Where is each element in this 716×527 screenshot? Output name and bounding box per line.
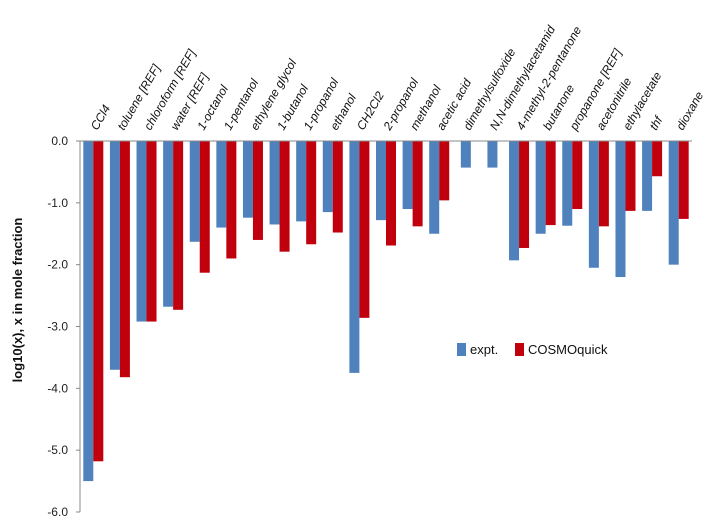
bar-expt-5: [216, 141, 227, 228]
bar-cosmoquick-4: [199, 141, 210, 273]
bar-expt-18: [562, 141, 573, 226]
bar-expt-14: [460, 141, 471, 168]
bar-expt-17: [535, 141, 546, 234]
y-tick-label: 0.0: [51, 134, 68, 148]
bar-cosmoquick-0: [93, 141, 104, 462]
y-tick-label: -2.0: [47, 258, 68, 272]
bar-cosmoquick-3: [173, 141, 184, 310]
bar-expt-21: [642, 141, 653, 211]
bar-expt-8: [296, 141, 307, 222]
bar-expt-9: [322, 141, 333, 213]
bar-cosmoquick-2: [146, 141, 157, 322]
bar-cosmoquick-10: [359, 141, 370, 318]
bar-cosmoquick-7: [279, 141, 290, 252]
bar-expt-3: [163, 141, 174, 307]
bar-cosmoquick-21: [652, 141, 663, 177]
y-tick-label: -5.0: [47, 443, 68, 457]
bar-expt-4: [189, 141, 200, 242]
bar-cosmoquick-8: [306, 141, 317, 245]
bar-expt-6: [242, 141, 253, 218]
bar-expt-7: [269, 141, 280, 225]
legend-label-expt: expt.: [470, 342, 498, 357]
y-tick-label: -4.0: [47, 381, 68, 395]
bar-expt-0: [83, 141, 94, 482]
category-label: thf: [647, 113, 667, 133]
bar-expt-13: [429, 141, 440, 234]
bar-expt-12: [402, 141, 413, 210]
bar-expt-10: [349, 141, 360, 373]
legend-swatch-cosmoquick: [515, 343, 524, 356]
bar-expt-19: [588, 141, 599, 268]
y-tick-label: -3.0: [47, 320, 68, 334]
bar-cosmoquick-17: [545, 141, 556, 226]
y-tick-label: -6.0: [47, 505, 68, 519]
bar-cosmoquick-16: [519, 141, 530, 248]
bar-cosmoquick-18: [572, 141, 583, 210]
bar-expt-15: [487, 141, 498, 168]
bar-cosmoquick-5: [226, 141, 237, 259]
legend-swatch-expt: [457, 343, 466, 356]
y-tick-label: -1.0: [47, 196, 68, 210]
bar-expt-11: [376, 141, 386, 221]
bar-cosmoquick-20: [625, 141, 636, 211]
bar-cosmoquick-12: [412, 141, 423, 227]
bar-expt-20: [615, 141, 626, 278]
bar-cosmoquick-13: [439, 141, 450, 201]
bar-expt-2: [136, 141, 147, 322]
legend-label-cosmoquick: COSMOquick: [528, 342, 608, 357]
bar-expt-1: [109, 141, 120, 370]
legend: expt. COSMOquick: [457, 342, 608, 357]
bar-cosmoquick-1: [119, 141, 130, 378]
bar-cosmoquick-6: [252, 141, 263, 240]
y-axis-label: log10(x), x in mole fraction: [10, 218, 25, 383]
category-label: CCl4: [88, 102, 114, 132]
bar-cosmoquick-19: [598, 141, 609, 227]
bar-expt-22: [668, 141, 679, 265]
category-label: dioxane: [673, 89, 706, 133]
bar-cosmoquick-22: [678, 141, 689, 219]
bar-cosmoquick-11: [386, 141, 396, 246]
bar-expt-16: [509, 141, 520, 261]
bar-cosmoquick-9: [332, 141, 343, 233]
